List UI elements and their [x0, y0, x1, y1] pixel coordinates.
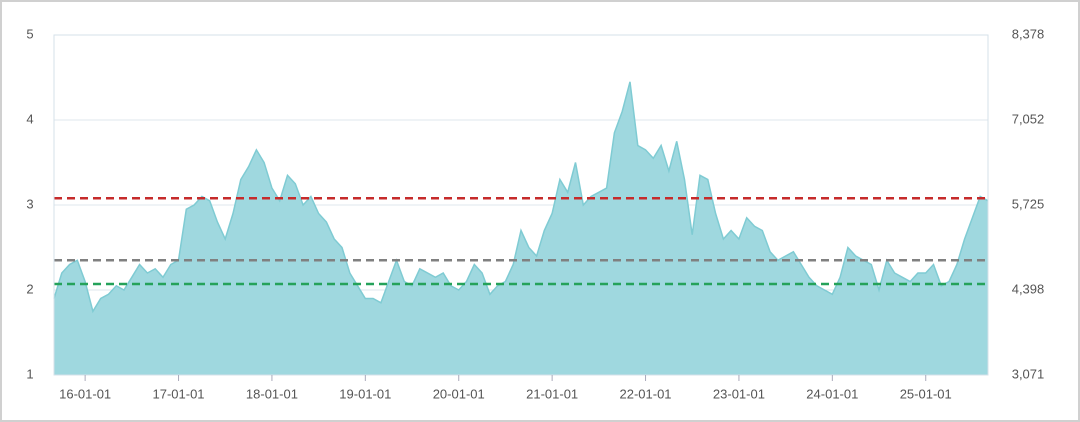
x-tick-label: 19-01-01: [339, 386, 391, 401]
x-tick-label: 21-01-01: [526, 386, 578, 401]
y2-tick-label: 8,378: [1012, 26, 1045, 41]
y2-tick-label: 5,725: [1012, 196, 1045, 211]
y-tick-label: 3: [26, 196, 33, 211]
y-tick-label: 5: [26, 26, 33, 41]
y2-tick-label: 4,398: [1012, 281, 1045, 296]
x-tick-label: 18-01-01: [246, 386, 298, 401]
x-tick-label: 22-01-01: [620, 386, 672, 401]
x-tick-label: 23-01-01: [713, 386, 765, 401]
area: [54, 81, 988, 376]
y-tick-label: 4: [26, 111, 33, 126]
plot-border: [53, 34, 989, 376]
y2-tick-label: 3,071: [1012, 366, 1045, 381]
x-tick-label: 25-01-01: [900, 386, 952, 401]
y2-tick-label: 7,052: [1012, 111, 1045, 126]
line: [53, 81, 989, 314]
x-tick-label: 17-01-01: [153, 386, 205, 401]
x-tick-label: 16-01-01: [59, 386, 111, 401]
x-tick-label: 20-01-01: [433, 386, 485, 401]
y-tick-label: 1: [26, 366, 33, 381]
x-tick-label: 24-01-01: [806, 386, 858, 401]
y-tick-label: 2: [26, 281, 33, 296]
